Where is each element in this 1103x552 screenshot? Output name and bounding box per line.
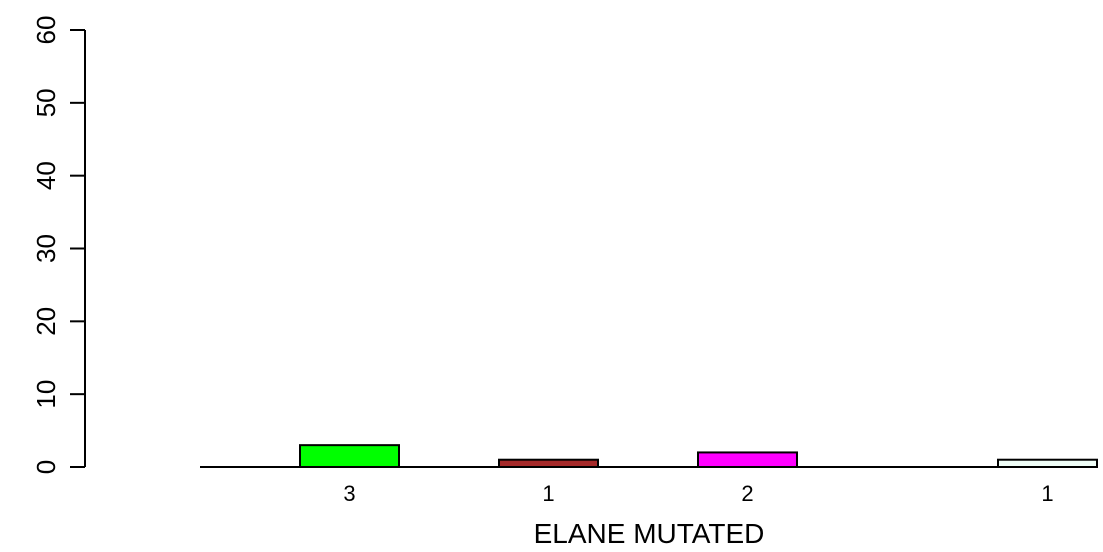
bar-value-label: 1: [542, 481, 554, 506]
bar-labels-group: 3 1 2 1: [343, 481, 1053, 506]
bar: [498, 458, 599, 469]
bar-value-label: 1: [1041, 481, 1053, 506]
y-tick-label: 40: [31, 161, 61, 190]
y-tick-label: 0: [31, 460, 61, 474]
y-tick-label: 10: [31, 380, 61, 409]
y-tick-label: 30: [31, 234, 61, 263]
bars-group: [299, 444, 1098, 469]
x-axis-label: ELANE MUTATED: [534, 518, 765, 549]
y-tick-label: 20: [31, 307, 61, 336]
bar: [299, 444, 400, 468]
y-axis: 0 10 20 30 40 50 60: [31, 16, 86, 474]
bar: [697, 451, 798, 468]
y-tick-label: 60: [31, 16, 61, 45]
y-tick-label: 50: [31, 88, 61, 117]
bar: [997, 458, 1098, 469]
bar-value-label: 2: [741, 481, 753, 506]
bar-value-label: 3: [343, 481, 355, 506]
